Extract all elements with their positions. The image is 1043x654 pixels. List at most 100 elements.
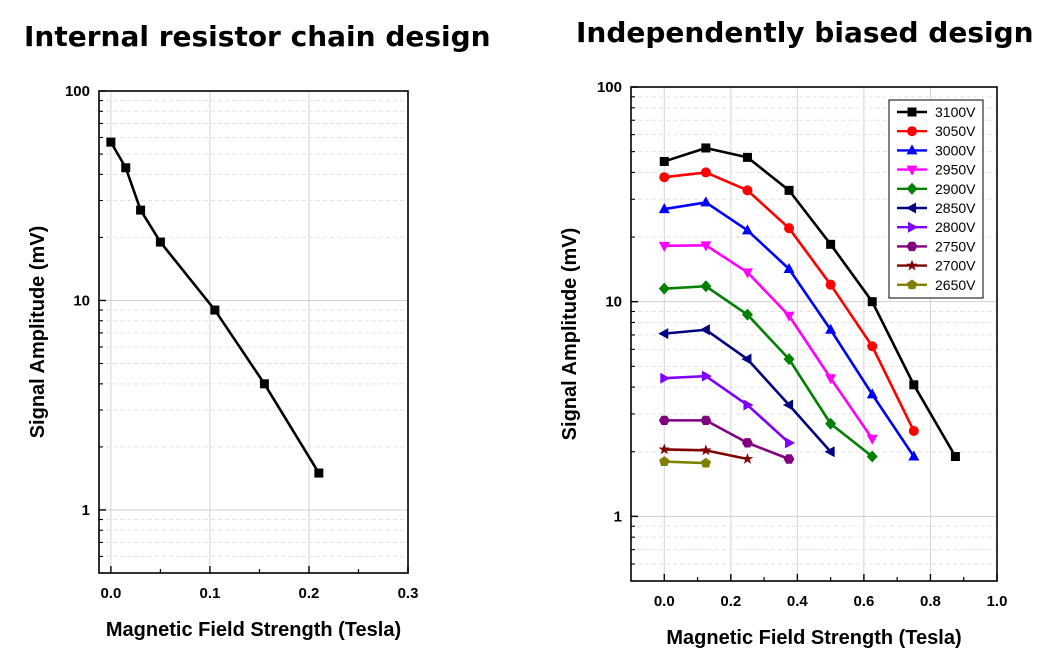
legend-marker	[906, 202, 916, 214]
data-point	[700, 457, 711, 468]
legend-marker	[906, 241, 918, 252]
legend-marker	[906, 259, 918, 271]
x-axis-label: Magnetic Field Strength (Tesla)	[106, 619, 401, 641]
data-point	[741, 353, 752, 365]
x-tick-label: 1.0	[987, 593, 1008, 610]
series-line	[663, 146, 957, 458]
data-point	[743, 399, 754, 411]
data-point	[866, 434, 878, 445]
data-point	[783, 262, 795, 273]
plot-frame	[98, 90, 409, 574]
data-point	[700, 241, 712, 252]
series-2700V	[658, 443, 754, 464]
chart-1: 0.0 0.1 0.2 0.3 1 10 100 Magnetic Field Strengt…	[27, 83, 418, 641]
data-point	[783, 454, 795, 464]
data-point	[658, 282, 670, 295]
x-tick-label: 0.2	[720, 593, 741, 610]
plot-frame	[630, 86, 998, 582]
data-point	[741, 453, 754, 464]
x-tick-label: 0.4	[787, 593, 809, 610]
data-point	[741, 224, 753, 235]
legend-label: 2950V	[935, 162, 976, 178]
data-point	[866, 388, 878, 399]
series-2900V	[658, 280, 878, 463]
data-point	[314, 468, 324, 478]
legend-label: 2650V	[935, 277, 976, 293]
data-point	[784, 185, 794, 195]
y-axis-label: Signal Amplitude (mV)	[27, 226, 49, 439]
y-tick-label: 10	[605, 294, 622, 311]
data-point	[825, 323, 837, 334]
data-point	[136, 205, 146, 215]
legend-marker	[906, 279, 918, 290]
series-Signal	[106, 137, 324, 478]
data-point	[660, 372, 671, 384]
series-2800V	[660, 370, 796, 449]
data-point	[783, 311, 795, 322]
legend-marker	[906, 165, 918, 176]
legend-label: 3050V	[935, 123, 976, 139]
series-3100V	[659, 143, 960, 462]
data-point	[783, 399, 794, 411]
data-point	[700, 196, 712, 207]
y-tick-label: 100	[597, 79, 622, 96]
data-point	[210, 305, 220, 315]
y-tick-label: 100	[65, 83, 90, 100]
data-point	[699, 324, 710, 336]
series-line	[664, 284, 874, 458]
x-tick-label: 0.2	[299, 585, 320, 602]
data-point	[742, 438, 753, 448]
x-tick-label: 0.0	[100, 585, 121, 602]
legend-marker	[906, 182, 918, 195]
data-point	[659, 172, 670, 183]
data-point	[909, 380, 919, 390]
data-point	[824, 446, 835, 458]
data-point	[155, 237, 165, 247]
data-point	[950, 452, 960, 462]
data-point	[742, 152, 752, 162]
series-line	[664, 328, 832, 453]
data-point	[866, 450, 878, 463]
chart-title-right: Independently biased design	[576, 16, 1034, 49]
legend-label: 2700V	[935, 258, 976, 274]
series-3050V	[659, 167, 919, 436]
data-point	[867, 341, 878, 352]
data-point	[700, 280, 712, 293]
x-tick-label: 0.3	[398, 585, 419, 602]
series-line	[664, 374, 790, 444]
y-axis-label: Signal Amplitude (mV)	[559, 228, 581, 441]
series-line	[664, 419, 790, 461]
data-point	[106, 137, 116, 147]
y-tick-label: 1	[82, 502, 90, 519]
series-line	[664, 244, 874, 440]
data-point	[659, 456, 670, 466]
data-point	[701, 143, 711, 153]
data-point	[658, 328, 669, 340]
legend-label: 2900V	[935, 181, 976, 197]
legend-marker	[907, 126, 917, 137]
data-point	[658, 241, 670, 252]
data-point	[826, 239, 836, 249]
data-point	[121, 163, 131, 173]
data-point	[741, 308, 753, 321]
legend-label: 3000V	[935, 142, 976, 158]
data-point	[658, 443, 670, 455]
legend-label: 2800V	[935, 219, 976, 235]
legend: 3100V 3050V 3000V 2950V 2900V 2850V 2800V 2750V…	[888, 99, 984, 299]
series-2950V	[658, 241, 878, 445]
legend-label: 2750V	[935, 238, 976, 254]
data-point	[659, 156, 669, 166]
data-point	[259, 379, 269, 389]
x-tick-label: 0.8	[920, 593, 941, 610]
data-point	[908, 450, 920, 461]
legend-marker	[908, 221, 918, 233]
data-point	[825, 374, 837, 385]
data-point	[785, 437, 796, 449]
data-point	[783, 353, 795, 366]
data-point	[784, 223, 795, 234]
series-2650V	[659, 456, 711, 468]
chart-2: 0.0 0.2 0.4 0.6 0.8 1.0 1 10 100 Magnetic Field S…	[559, 79, 1007, 649]
x-tick-label: 0.6	[853, 593, 874, 610]
legend-marker	[906, 144, 918, 155]
